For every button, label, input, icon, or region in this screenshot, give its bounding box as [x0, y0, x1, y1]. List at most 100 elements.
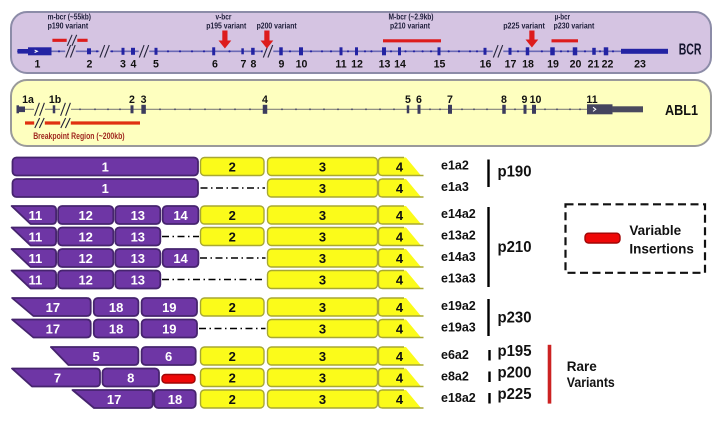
svg-text:11: 11 [335, 59, 346, 71]
svg-text:9: 9 [522, 94, 528, 106]
svg-text:Breakpoint Region (~200kb): Breakpoint Region (~200kb) [33, 131, 124, 141]
svg-text:14: 14 [173, 251, 188, 266]
svg-text:e8a2: e8a2 [441, 370, 469, 384]
svg-text:12: 12 [78, 272, 92, 287]
svg-text:13: 13 [131, 229, 145, 244]
svg-text:18: 18 [522, 59, 534, 71]
svg-text:17: 17 [46, 321, 60, 336]
svg-text:p225 variant: p225 variant [503, 21, 545, 30]
svg-text:8: 8 [251, 59, 257, 71]
svg-text:2: 2 [229, 370, 236, 385]
svg-text:3: 3 [141, 94, 147, 106]
svg-text:Variants: Variants [567, 375, 615, 390]
svg-text:3: 3 [319, 321, 326, 336]
svg-text:13: 13 [131, 208, 145, 223]
svg-text:2: 2 [229, 229, 236, 244]
svg-text:11: 11 [28, 251, 42, 266]
svg-text:3: 3 [319, 229, 326, 244]
svg-text:4: 4 [396, 392, 404, 407]
svg-text:3: 3 [319, 208, 326, 223]
svg-text:8: 8 [501, 94, 507, 106]
svg-text:e14a2: e14a2 [441, 207, 476, 221]
svg-text:BCR: BCR [679, 42, 702, 59]
svg-text:4: 4 [396, 251, 404, 266]
svg-text:p200 variant: p200 variant [257, 22, 297, 31]
svg-text:10: 10 [530, 94, 542, 106]
svg-text:ABL1: ABL1 [665, 102, 698, 119]
svg-text:3: 3 [319, 159, 326, 174]
svg-text:7: 7 [54, 370, 61, 385]
svg-text:6: 6 [212, 59, 218, 71]
svg-text:p225: p225 [498, 386, 532, 403]
svg-text:1b: 1b [49, 94, 62, 106]
svg-text:3: 3 [319, 251, 326, 266]
svg-text:M-bcr (~2.9kb): M-bcr (~2.9kb) [389, 13, 434, 22]
svg-text:12: 12 [78, 251, 92, 266]
svg-text:16: 16 [480, 59, 492, 71]
svg-text:p195: p195 [498, 343, 532, 360]
svg-text:Insertions: Insertions [629, 242, 694, 257]
svg-text:2: 2 [229, 208, 236, 223]
svg-text:4: 4 [396, 208, 404, 223]
svg-text:p190: p190 [498, 164, 532, 181]
svg-text:4: 4 [131, 59, 137, 71]
svg-text:1: 1 [102, 181, 109, 196]
svg-text:9: 9 [279, 59, 285, 71]
svg-text:4: 4 [396, 272, 404, 287]
svg-text:20: 20 [570, 59, 582, 71]
svg-text:19: 19 [162, 321, 176, 336]
svg-text:13: 13 [131, 272, 145, 287]
svg-text:23: 23 [634, 59, 646, 71]
svg-text:3: 3 [319, 181, 326, 196]
svg-text:19: 19 [162, 300, 176, 315]
svg-text:v-bcr: v-bcr [216, 12, 233, 21]
svg-text:3: 3 [319, 349, 326, 364]
svg-text:13: 13 [131, 251, 145, 266]
svg-text:4: 4 [262, 94, 268, 106]
svg-text:p210 variant: p210 variant [390, 22, 430, 31]
svg-text:13: 13 [379, 59, 391, 71]
svg-text:p230 variant: p230 variant [554, 21, 595, 30]
svg-text:4: 4 [396, 300, 404, 315]
svg-text:3: 3 [120, 59, 126, 71]
svg-text:12: 12 [78, 229, 92, 244]
svg-text:21: 21 [588, 59, 600, 71]
svg-text:3: 3 [319, 392, 326, 407]
svg-text:1a: 1a [22, 94, 34, 106]
svg-text:p190 variant: p190 variant [48, 22, 89, 31]
svg-text:2: 2 [229, 300, 236, 315]
svg-text:Rare: Rare [567, 359, 598, 374]
svg-text:6: 6 [416, 94, 422, 106]
svg-text:10: 10 [296, 59, 308, 71]
svg-text:p200: p200 [498, 364, 532, 381]
svg-text:4: 4 [396, 229, 404, 244]
svg-text:5: 5 [93, 349, 100, 364]
svg-text:3: 3 [319, 272, 326, 287]
svg-text:18: 18 [109, 300, 123, 315]
svg-text:17: 17 [505, 59, 517, 71]
svg-text:15: 15 [434, 59, 446, 71]
svg-text:Variable: Variable [629, 223, 681, 238]
svg-text:17: 17 [46, 300, 60, 315]
svg-text:p195 variant: p195 variant [206, 22, 246, 31]
svg-text:2: 2 [229, 392, 236, 407]
svg-text:18: 18 [109, 321, 123, 336]
svg-text:4: 4 [396, 321, 404, 336]
svg-text:11: 11 [28, 229, 42, 244]
svg-text:2: 2 [129, 94, 135, 106]
svg-text:12: 12 [78, 208, 92, 223]
svg-text:22: 22 [602, 59, 614, 71]
svg-text:11: 11 [28, 208, 42, 223]
svg-text:18: 18 [168, 392, 182, 407]
svg-text:7: 7 [241, 59, 247, 71]
svg-text:4: 4 [396, 349, 404, 364]
svg-text:11: 11 [586, 94, 597, 106]
svg-text:e6a2: e6a2 [441, 348, 469, 362]
svg-text:1: 1 [35, 59, 41, 71]
svg-text:11: 11 [28, 272, 42, 287]
svg-text:2: 2 [229, 349, 236, 364]
svg-text:e19a2: e19a2 [441, 299, 476, 313]
svg-text:4: 4 [396, 159, 404, 174]
svg-text:19: 19 [547, 59, 559, 71]
svg-text:5: 5 [153, 59, 159, 71]
